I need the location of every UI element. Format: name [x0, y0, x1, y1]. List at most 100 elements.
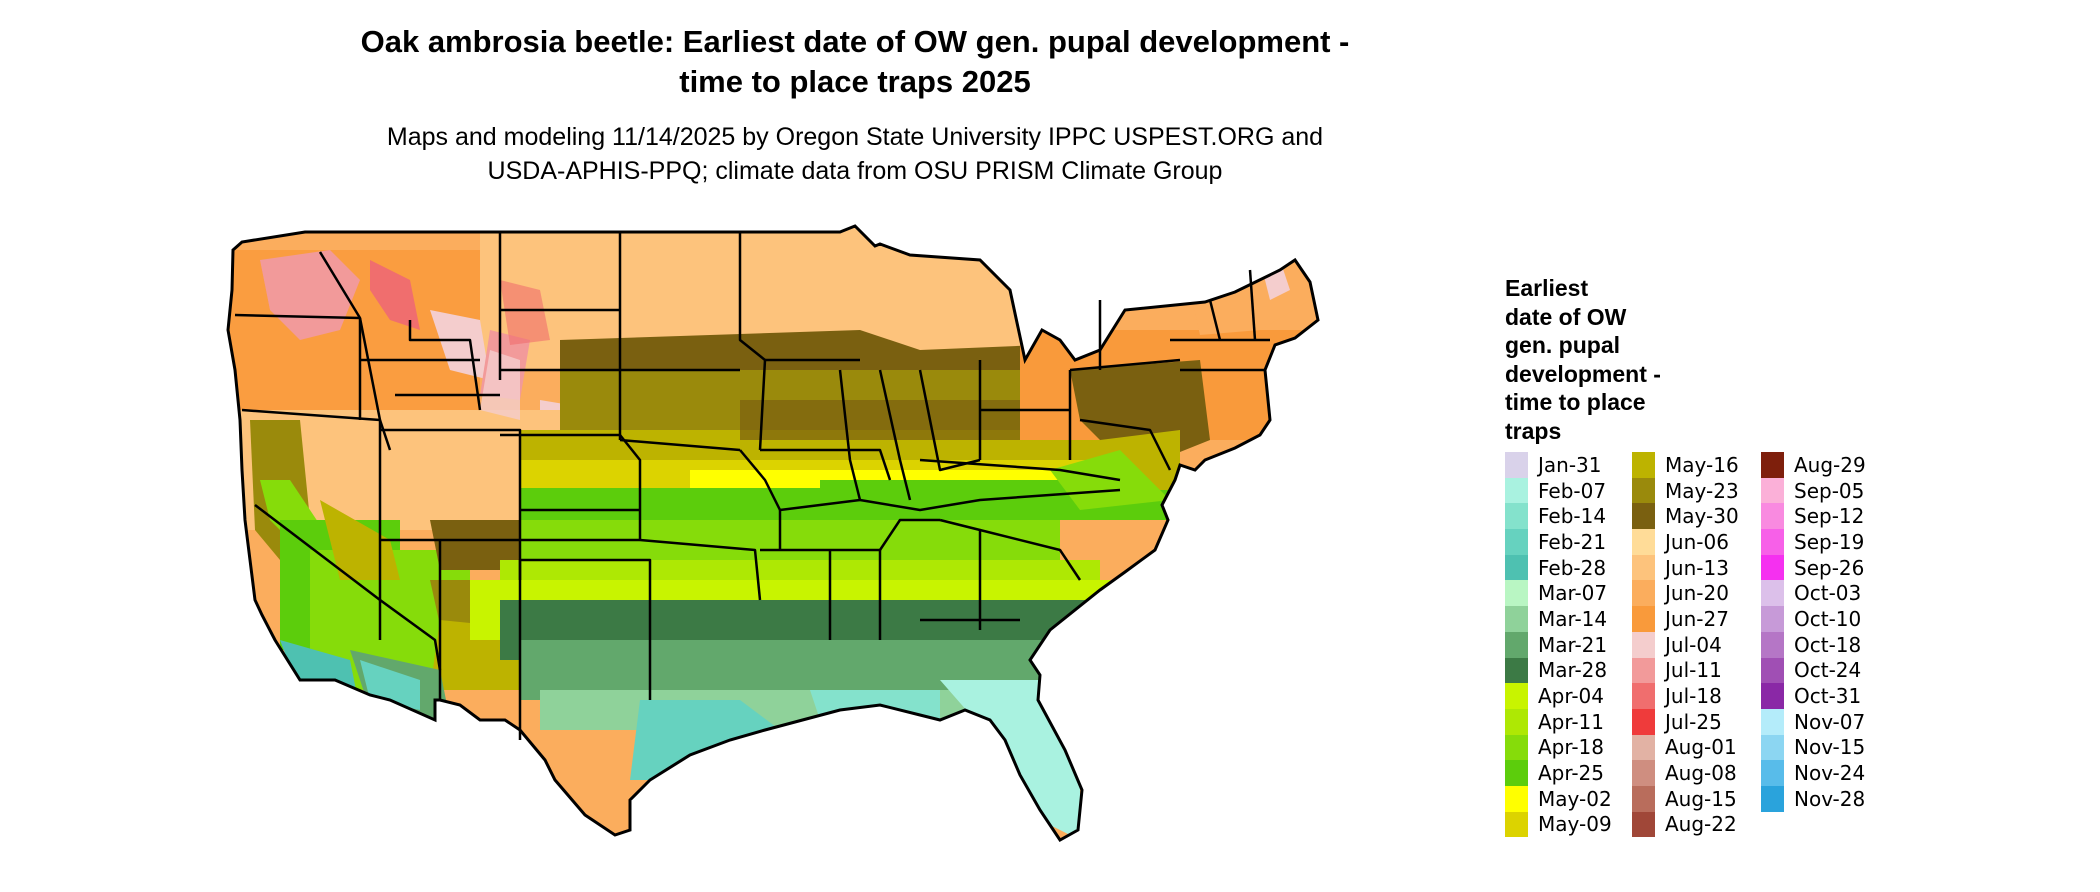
legend-item: Apr-18: [1505, 734, 1612, 761]
legend-item: Jun-06: [1632, 529, 1739, 555]
legend-item: Jun-27: [1632, 606, 1739, 632]
legend-label: Aug-01: [1665, 735, 1737, 760]
legend-swatch: [1761, 529, 1784, 555]
legend-column-3: Aug-29 Sep-05 Sep-12 Sep-19 Sep-26 Oct-03 Oct-…: [1761, 452, 1866, 812]
legend-item: Aug-29: [1761, 452, 1866, 478]
legend-label: Apr-11: [1538, 709, 1604, 734]
legend-swatch: [1632, 503, 1655, 530]
legend-title: Earliest date of OW gen. pupal developme…: [1505, 274, 1755, 445]
legend-label: May-16: [1665, 452, 1739, 477]
legend-label: Jul-18: [1665, 684, 1722, 709]
legend-label: Sep-12: [1794, 504, 1865, 529]
legend-swatch: [1632, 452, 1655, 478]
legend-item: Apr-04: [1505, 683, 1612, 709]
legend-label: Jun-06: [1665, 529, 1729, 554]
legend-swatch: [1761, 503, 1784, 530]
legend-swatch: [1505, 529, 1528, 555]
legend-item: Nov-28: [1761, 785, 1866, 812]
legend-label: Aug-15: [1665, 786, 1737, 811]
legend-item: Sep-26: [1761, 554, 1866, 581]
legend-label: Mar-28: [1538, 658, 1608, 683]
legend-label: Apr-18: [1538, 735, 1604, 760]
legend-item: Mar-14: [1505, 606, 1612, 632]
legend-swatch: [1505, 631, 1528, 658]
legend-swatch: [1632, 631, 1655, 658]
legend-item: Jun-20: [1632, 580, 1739, 607]
legend-item: Aug-08: [1632, 760, 1739, 786]
legend-item: Feb-21: [1505, 529, 1612, 555]
legend-label: Nov-24: [1794, 761, 1866, 786]
legend-title-line: Earliest: [1505, 275, 1589, 301]
legend-item: Nov-07: [1761, 708, 1866, 735]
legend-swatch: [1505, 503, 1528, 530]
legend-title-line: development -: [1505, 360, 1661, 387]
legend-item: Apr-25: [1505, 760, 1612, 786]
legend-swatch: [1632, 580, 1655, 607]
legend-item: Jun-13: [1632, 554, 1739, 581]
legend-label: Jul-11: [1665, 658, 1722, 683]
legend-item: Feb-14: [1505, 503, 1612, 530]
map-subtitle: Maps and modeling 11/14/2025 by Oregon S…: [220, 120, 1490, 188]
legend-item: Jul-11: [1632, 657, 1739, 684]
legend-label: Feb-07: [1538, 478, 1607, 503]
legend-swatch: [1761, 452, 1784, 478]
legend-item: Sep-05: [1761, 477, 1866, 504]
legend-swatch: [1505, 683, 1528, 709]
legend-item: Oct-31: [1761, 683, 1866, 709]
legend-swatch: [1632, 477, 1655, 504]
legend-swatch: [1505, 734, 1528, 761]
legend-swatch: [1505, 708, 1528, 735]
legend-swatch: [1505, 657, 1528, 684]
legend-item: Oct-18: [1761, 631, 1866, 658]
legend-item: Oct-24: [1761, 657, 1866, 684]
legend-title-line: traps: [1505, 417, 1562, 444]
legend-swatch: [1761, 580, 1784, 607]
legend-swatch: [1761, 760, 1784, 786]
legend-item: Mar-07: [1505, 580, 1612, 607]
legend-swatch: [1761, 683, 1784, 709]
legend-label: Mar-21: [1538, 632, 1608, 657]
legend-label: Oct-31: [1794, 684, 1862, 709]
legend-item: May-23: [1632, 477, 1739, 504]
legend-label: Oct-24: [1794, 658, 1862, 683]
legend-label: Nov-07: [1794, 709, 1866, 734]
legend-label: May-23: [1665, 478, 1739, 503]
legend-label: Feb-28: [1538, 555, 1607, 580]
legend-label: Apr-25: [1538, 761, 1604, 786]
legend-item: Sep-12: [1761, 503, 1866, 530]
legend-item: May-09: [1505, 811, 1612, 838]
legend-column-2: May-16 May-23 May-30 Jun-06 Jun-13 Jun-20 Jun-…: [1632, 452, 1739, 838]
legend-item: Aug-15: [1632, 785, 1739, 812]
legend-swatch: [1632, 529, 1655, 555]
legend-swatch: [1505, 606, 1528, 632]
legend-label: May-30: [1665, 504, 1739, 529]
legend-swatch: [1761, 554, 1784, 581]
legend-item: May-30: [1632, 503, 1739, 530]
legend-swatch: [1505, 811, 1528, 838]
legend-swatch: [1761, 708, 1784, 735]
legend-swatch: [1632, 811, 1655, 838]
legend-swatch: [1632, 760, 1655, 786]
map-subtitle-line-1: Maps and modeling 11/14/2025 by Oregon S…: [386, 123, 1324, 151]
legend-label: Feb-14: [1538, 504, 1607, 529]
legend-label: Oct-18: [1794, 632, 1862, 657]
legend-swatch: [1505, 785, 1528, 812]
legend-item: Jul-18: [1632, 683, 1739, 709]
legend-item: Sep-19: [1761, 529, 1866, 555]
legend-swatch: [1632, 554, 1655, 581]
legend-swatch: [1761, 657, 1784, 684]
legend-label: Aug-29: [1794, 452, 1866, 477]
legend-swatch: [1632, 785, 1655, 812]
legend-item: Nov-15: [1761, 734, 1866, 761]
legend-item: Oct-03: [1761, 580, 1866, 607]
legend-label: Jan-31: [1538, 452, 1602, 477]
legend-label: Mar-14: [1538, 606, 1608, 631]
legend-item: Jan-31: [1505, 452, 1612, 478]
legend-label: Jul-04: [1665, 632, 1722, 657]
legend-swatch: [1632, 606, 1655, 632]
legend-item: May-02: [1505, 785, 1612, 812]
legend-swatch: [1761, 606, 1784, 632]
legend-item: Aug-22: [1632, 811, 1739, 838]
legend-label: Nov-15: [1794, 735, 1866, 760]
legend-item: Oct-10: [1761, 606, 1866, 632]
